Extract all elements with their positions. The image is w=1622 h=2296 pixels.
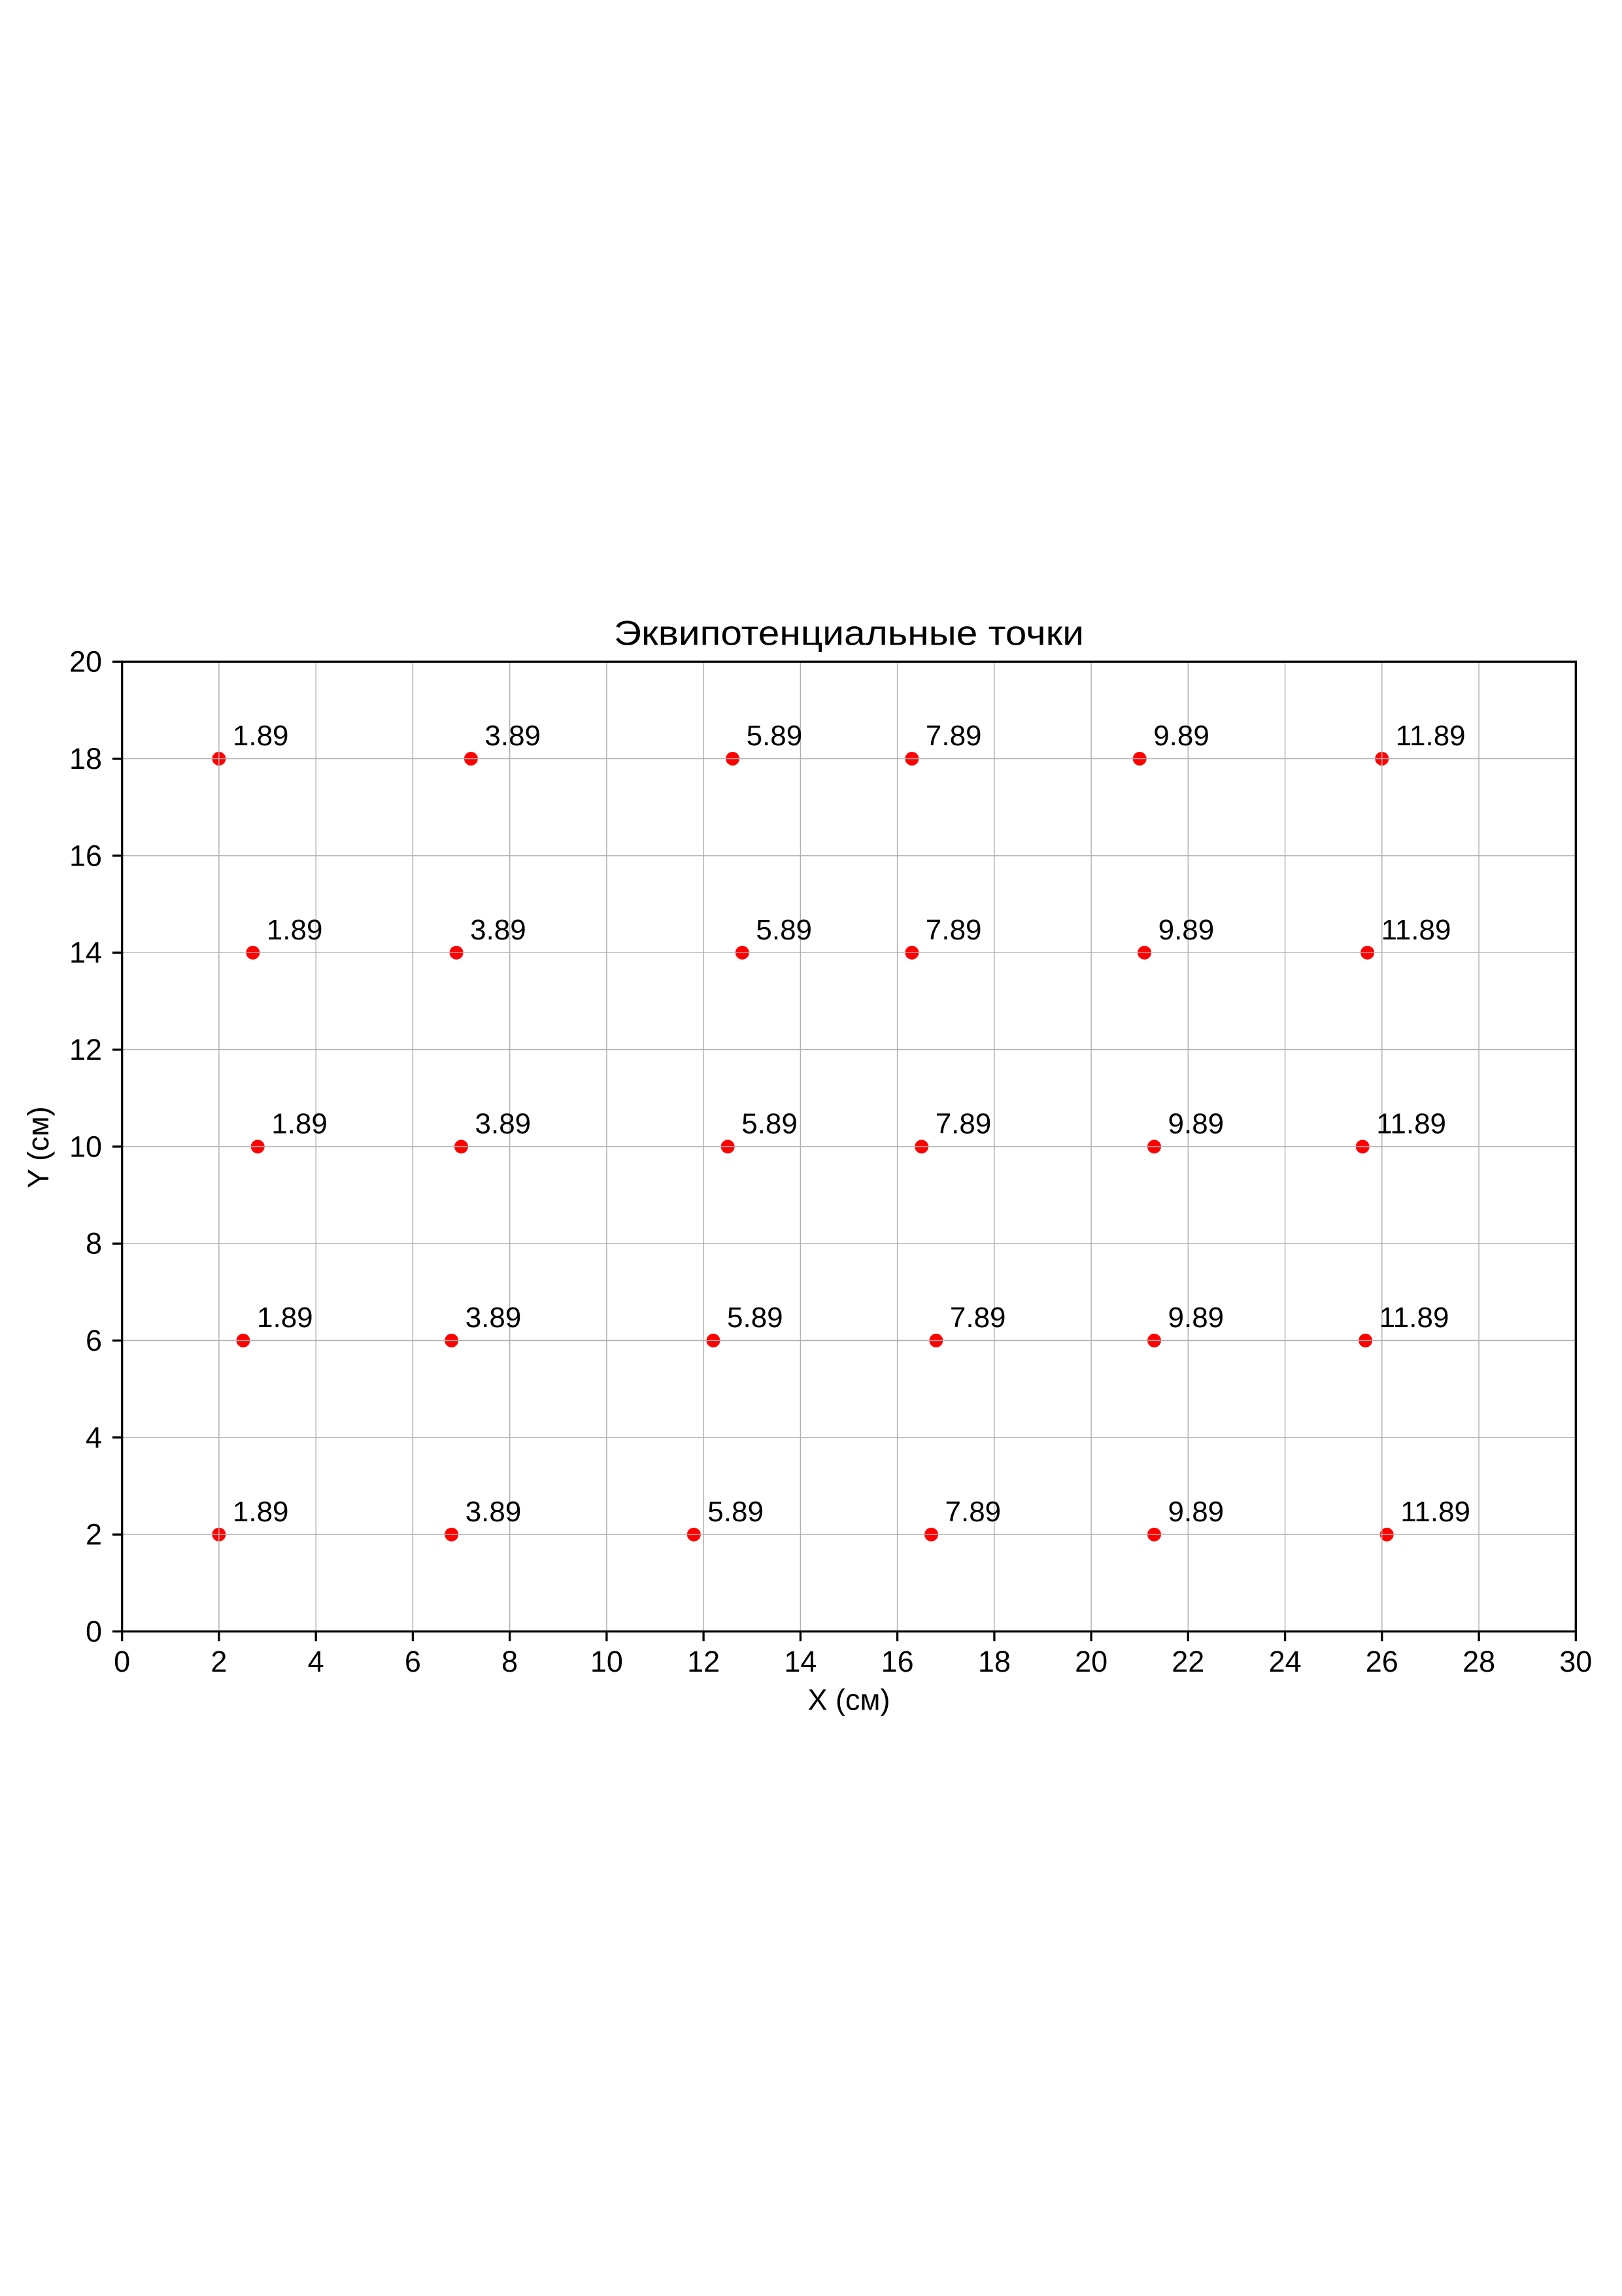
svg-text:2: 2: [86, 1518, 102, 1551]
svg-text:1.89: 1.89: [233, 1496, 289, 1528]
svg-text:30: 30: [1559, 1645, 1592, 1678]
svg-text:12: 12: [687, 1645, 720, 1678]
svg-text:8: 8: [86, 1227, 102, 1260]
svg-text:1.89: 1.89: [271, 1108, 328, 1140]
svg-text:1.89: 1.89: [267, 914, 323, 946]
svg-text:4: 4: [86, 1421, 102, 1454]
svg-text:26: 26: [1366, 1645, 1398, 1678]
svg-text:7.89: 7.89: [945, 1496, 1002, 1528]
svg-text:3.89: 3.89: [465, 1302, 522, 1334]
svg-text:5.89: 5.89: [747, 720, 803, 752]
svg-text:3.89: 3.89: [484, 720, 541, 752]
svg-text:7.89: 7.89: [926, 720, 982, 752]
svg-text:24: 24: [1269, 1645, 1302, 1678]
svg-text:11.89: 11.89: [1396, 720, 1466, 752]
svg-text:10: 10: [590, 1645, 623, 1678]
svg-text:9.89: 9.89: [1158, 914, 1215, 946]
svg-text:0: 0: [86, 1615, 102, 1648]
svg-text:9.89: 9.89: [1168, 1496, 1225, 1528]
svg-text:14: 14: [784, 1645, 817, 1678]
svg-text:14: 14: [69, 936, 102, 970]
svg-text:9.89: 9.89: [1153, 720, 1209, 752]
svg-text:7.89: 7.89: [950, 1302, 1006, 1334]
svg-text:5.89: 5.89: [756, 914, 812, 946]
svg-text:9.89: 9.89: [1168, 1302, 1225, 1334]
svg-text:Y (см): Y (см): [22, 1106, 55, 1188]
svg-text:X (см): X (см): [808, 1683, 890, 1716]
svg-text:6: 6: [405, 1645, 421, 1678]
svg-text:3.89: 3.89: [465, 1496, 522, 1528]
svg-text:20: 20: [69, 645, 102, 679]
svg-text:0: 0: [114, 1645, 130, 1678]
svg-text:20: 20: [1075, 1645, 1107, 1678]
svg-text:3.89: 3.89: [475, 1108, 532, 1140]
svg-text:3.89: 3.89: [470, 914, 526, 946]
svg-text:18: 18: [69, 742, 102, 775]
svg-text:9.89: 9.89: [1168, 1108, 1225, 1140]
svg-text:11.89: 11.89: [1400, 1496, 1470, 1528]
svg-text:12: 12: [69, 1033, 102, 1066]
svg-text:8: 8: [501, 1645, 518, 1678]
svg-text:7.89: 7.89: [936, 1108, 992, 1140]
svg-text:11.89: 11.89: [1376, 1108, 1446, 1140]
svg-text:7.89: 7.89: [926, 914, 982, 946]
svg-text:4: 4: [308, 1645, 324, 1678]
svg-text:18: 18: [978, 1645, 1011, 1678]
svg-text:22: 22: [1172, 1645, 1204, 1678]
svg-text:1.89: 1.89: [257, 1302, 313, 1334]
svg-text:2: 2: [211, 1645, 227, 1678]
svg-text:5.89: 5.89: [707, 1496, 764, 1528]
svg-text:5.89: 5.89: [727, 1302, 783, 1334]
svg-text:11.89: 11.89: [1381, 914, 1451, 946]
svg-text:28: 28: [1462, 1645, 1495, 1678]
svg-text:Эквипотенциальные точки: Эквипотенциальные точки: [614, 615, 1084, 653]
svg-text:16: 16: [69, 839, 102, 872]
svg-text:16: 16: [881, 1645, 914, 1678]
svg-text:10: 10: [69, 1130, 102, 1163]
svg-text:6: 6: [86, 1324, 102, 1357]
svg-text:11.89: 11.89: [1379, 1302, 1449, 1334]
svg-text:1.89: 1.89: [233, 720, 289, 752]
svg-text:5.89: 5.89: [741, 1108, 798, 1140]
